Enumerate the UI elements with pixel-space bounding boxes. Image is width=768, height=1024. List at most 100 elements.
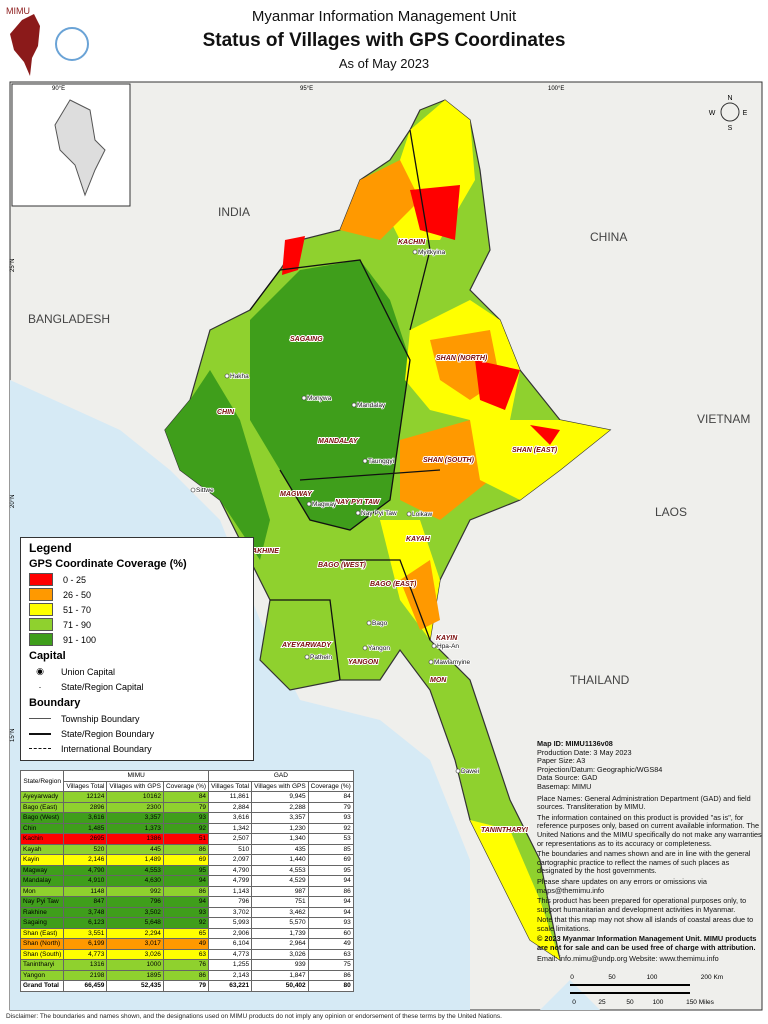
scale-label: 150 Miles — [686, 999, 715, 1006]
scale-label: 100 — [653, 999, 664, 1006]
table-cell: 94 — [162, 875, 210, 887]
country-label: THAILAND — [570, 673, 630, 687]
region-fill — [165, 370, 270, 560]
table-cell: 3,616 — [63, 812, 108, 824]
village-table: State/Region MIMU GAD Villages Total Village… — [19, 770, 354, 992]
city-label: Dawei — [461, 768, 479, 775]
table-cell: 4,529 — [251, 875, 309, 887]
table-cell: 2,964 — [251, 938, 309, 950]
table-cell: 94 — [307, 875, 354, 887]
table-header: Coverage (%) — [162, 780, 210, 792]
scale-label: 100 — [647, 974, 658, 981]
table-cell: 3,551 — [63, 927, 108, 939]
note: Projection/Datum: Geographic/WGS84 — [537, 764, 663, 774]
region-label: MANDALAY — [318, 438, 359, 445]
table-cell: 94 — [162, 896, 210, 908]
table-cell: 4,553 — [106, 864, 164, 876]
city-dot — [431, 643, 437, 649]
table-cell: 93 — [307, 812, 354, 824]
table-cell: 63 — [162, 948, 210, 960]
legend-subtitle: Boundary — [29, 697, 81, 709]
table-cell: Kayah — [19, 843, 65, 855]
note: © 2023 Myanmar Information Management Un… — [537, 934, 757, 953]
table-cell: 1,485 — [63, 822, 108, 834]
table-row: Magway 4,790 4,553 95 4,790 4,553 95 — [19, 864, 354, 876]
region-fill — [530, 425, 560, 445]
table-cell: 84 — [162, 791, 210, 803]
table-cell: 94 — [307, 896, 354, 908]
inset-myanmar — [54, 99, 106, 197]
scale-label: 0 — [572, 999, 576, 1006]
table-cell: 75 — [307, 959, 354, 971]
note: Note that this map may not show all isla… — [537, 915, 754, 933]
table-cell: 992 — [106, 885, 164, 897]
table-cell: 4,790 — [208, 864, 253, 876]
table-cell: 1,739 — [251, 927, 309, 939]
city-label: Pathein — [310, 654, 332, 661]
table-cell: Bago (West) — [19, 812, 65, 824]
table-cell: 12124 — [63, 791, 108, 803]
table-header: Coverage (%) — [307, 780, 354, 792]
table-cell: 5,993 — [208, 917, 253, 929]
city-label: Sittwe — [196, 487, 214, 494]
city-dot — [362, 645, 368, 651]
table-cell: 3,748 — [63, 906, 108, 918]
city-dot — [355, 510, 361, 516]
table-cell: 1,847 — [251, 969, 309, 981]
boundary-symbol — [29, 718, 51, 719]
graticule-label: 95°E — [300, 86, 313, 92]
country-label: INDIA — [218, 205, 250, 219]
table-cell: 4,799 — [208, 875, 253, 887]
table-cell: 987 — [251, 885, 309, 897]
table-cell: 2,146 — [63, 854, 108, 866]
legend-item: 91 - 100 — [29, 632, 253, 647]
scale-label: 50 — [608, 974, 616, 981]
table-cell: 4,910 — [63, 875, 108, 887]
table-cell: 2198 — [63, 969, 108, 981]
legend-title: Legend — [29, 541, 72, 555]
legend: Legend GPS Coordinate Coverage (%) 0 - 2… — [20, 537, 254, 761]
table-cell: 6,123 — [63, 917, 108, 929]
table-cell: 92 — [162, 917, 210, 929]
table-cell: 2,507 — [208, 833, 253, 845]
table-cell: 93 — [162, 906, 210, 918]
table-cell: 2,288 — [251, 801, 309, 813]
table-cell: 2,884 — [208, 801, 253, 813]
legend-swatch — [29, 618, 53, 631]
table-cell: 751 — [251, 896, 309, 908]
legend-label: 51 - 70 — [63, 604, 92, 615]
city-label: Mawlamyine — [434, 659, 471, 666]
table-row: Kayah 520 445 86 510 435 85 — [19, 843, 354, 855]
table-header: MIMU — [63, 770, 210, 782]
table-cell: 4,773 — [63, 948, 108, 960]
table-cell: 847 — [63, 896, 108, 908]
city-dot — [301, 395, 307, 401]
boundary-symbol — [29, 748, 51, 749]
region-fill — [470, 820, 560, 960]
table-cell: 95 — [307, 864, 354, 876]
table-header-row: Villages Total Villages with GPS Coverage … — [21, 780, 354, 792]
table-row: Mandalay 4,910 4,630 94 4,799 4,529 94 — [19, 875, 354, 887]
table-cell: 95 — [162, 864, 210, 876]
table-cell: 5,648 — [106, 917, 164, 929]
legend-swatch — [29, 573, 53, 586]
region-fill — [400, 560, 440, 630]
table-cell: 53 — [307, 833, 354, 845]
table-cell: 86 — [162, 843, 210, 855]
table-cell: 4,773 — [208, 948, 253, 960]
table-cell: 69 — [162, 854, 210, 866]
note: Data Source: GAD — [537, 773, 598, 783]
city-label: Mandalay — [357, 402, 386, 409]
table-cell: 796 — [106, 896, 164, 908]
logo-shape — [10, 14, 40, 76]
city-dot — [455, 768, 461, 774]
graticule-label: 25°N — [10, 259, 16, 272]
table-cell: Chin — [19, 822, 65, 834]
table-cell: 1895 — [106, 969, 164, 981]
org: Myanmar Information Management Unit — [251, 8, 517, 25]
table-cell: Tanintharyi — [19, 959, 65, 971]
region-label: NAY PYI TAW — [335, 499, 381, 506]
compass-label: S — [728, 125, 733, 132]
sea — [540, 980, 600, 1010]
legend-subtitle: Capital — [29, 650, 66, 662]
